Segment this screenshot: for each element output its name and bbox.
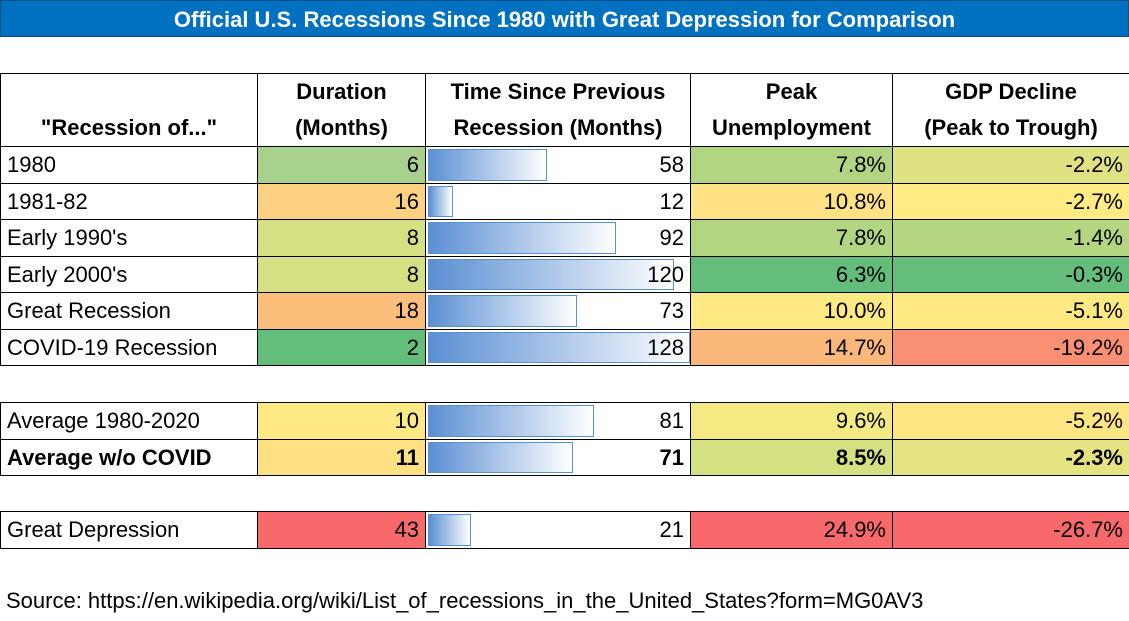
- cell: 12: [425, 182, 691, 220]
- cell: 8.5%: [690, 438, 893, 476]
- data-bar: [428, 258, 674, 290]
- column-header: GDP Decline (Peak to Trough): [892, 73, 1129, 147]
- cell: 10.8%: [690, 182, 893, 220]
- cell: 21: [425, 511, 691, 549]
- row-label: 1980: [0, 146, 258, 184]
- cell: 43: [257, 511, 426, 549]
- column-header: "Recession of...": [0, 73, 258, 147]
- cell: 2: [257, 328, 426, 366]
- cell: 58: [425, 146, 691, 184]
- column-header: Duration (Months): [257, 73, 426, 147]
- row-label: Average 1980-2020: [0, 402, 258, 440]
- data-bar: [428, 295, 578, 327]
- cell: 14.7%: [690, 328, 893, 366]
- header-line: (Months): [295, 115, 388, 140]
- cell: 128: [425, 328, 691, 366]
- title: Official U.S. Recessions Since 1980 with…: [0, 0, 1129, 37]
- cell: 73: [425, 292, 691, 330]
- cell: 10.0%: [690, 292, 893, 330]
- row-label: Early 2000's: [0, 255, 258, 293]
- cell: 8: [257, 219, 426, 257]
- cell: 92: [425, 219, 691, 257]
- row-label: Early 1990's: [0, 219, 258, 257]
- header-line: Unemployment: [712, 115, 871, 140]
- cell: 24.9%: [690, 511, 893, 549]
- cell: -19.2%: [892, 328, 1129, 366]
- cell: 6: [257, 146, 426, 184]
- data-bar: [428, 405, 594, 437]
- cell: -0.3%: [892, 255, 1129, 293]
- data-bar: [428, 514, 471, 546]
- cell: 11: [257, 438, 426, 476]
- cell: 9.6%: [690, 402, 893, 440]
- row-label: Great Recession: [0, 292, 258, 330]
- header-line: Peak: [765, 79, 818, 104]
- cell: -2.7%: [892, 182, 1129, 220]
- cell: 6.3%: [690, 255, 893, 293]
- cell: 7.8%: [690, 146, 893, 184]
- cell: 18: [257, 292, 426, 330]
- row-label: Average w/o COVID: [0, 438, 258, 476]
- header-line: Time Since Previous: [450, 79, 666, 104]
- cell: 71: [425, 438, 691, 476]
- column-header: Time Since Previous Recession (Months): [425, 73, 691, 147]
- data-bar: [428, 222, 617, 254]
- cell: 7.8%: [690, 219, 893, 257]
- cell: 81: [425, 402, 691, 440]
- header-line: Duration: [296, 79, 387, 104]
- cell: -1.4%: [892, 219, 1129, 257]
- data-bar: [428, 331, 690, 363]
- cell: 16: [257, 182, 426, 220]
- row-label: Great Depression: [0, 511, 258, 549]
- cell: 120: [425, 255, 691, 293]
- data-bar: [428, 441, 574, 473]
- header-line: (Peak to Trough): [924, 115, 1098, 140]
- header-line: "Recession of...": [40, 115, 218, 140]
- cell: -5.1%: [892, 292, 1129, 330]
- source: Source: https://en.wikipedia.org/wiki/Li…: [6, 588, 924, 613]
- cell: -2.3%: [892, 438, 1129, 476]
- header-line: Recession (Months): [453, 115, 663, 140]
- data-bar: [428, 149, 547, 181]
- cell: -26.7%: [892, 511, 1129, 549]
- cell: 10: [257, 402, 426, 440]
- cell: -2.2%: [892, 146, 1129, 184]
- column-header: Peak Unemployment: [690, 73, 893, 147]
- header-line: GDP Decline: [945, 79, 1077, 104]
- row-label: 1981-82: [0, 182, 258, 220]
- cell: -5.2%: [892, 402, 1129, 440]
- cell: 8: [257, 255, 426, 293]
- data-bar: [428, 185, 453, 217]
- row-label: COVID-19 Recession: [0, 328, 258, 366]
